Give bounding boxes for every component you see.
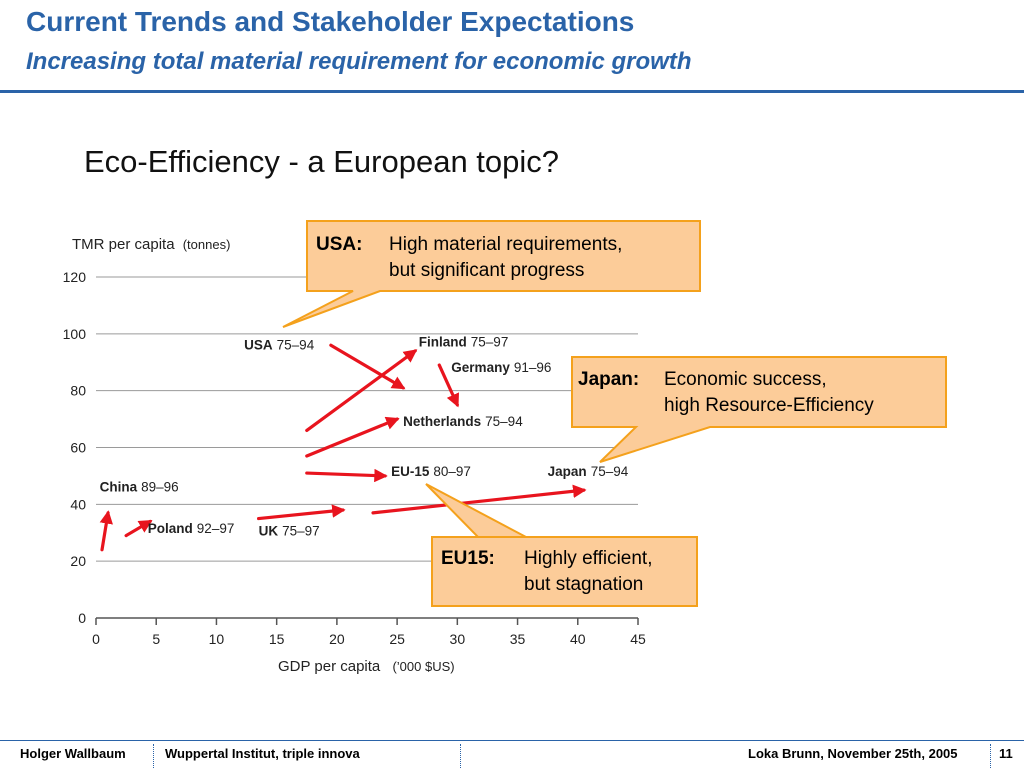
footer-author: Holger Wallbaum [20, 746, 126, 761]
callout-eu15-line2: but stagnation [524, 574, 644, 595]
x-axis-label-main: GDP per capita [278, 658, 381, 675]
slide-topic: Eco-Efficiency - a European topic? [84, 144, 560, 179]
label-uk-name: UK [259, 524, 279, 539]
label-eu-15: EU-15 80–97 [391, 464, 471, 479]
footer-divider [0, 740, 1024, 741]
arrow-finland [305, 349, 418, 433]
arrow-eu-15 [305, 468, 388, 483]
callout-usa-bubble [282, 220, 701, 328]
x-tick-label-40: 40 [570, 631, 586, 647]
y-tick-label-0: 0 [78, 610, 86, 626]
arrow-poland [124, 519, 153, 538]
callout-usa-key: USA: [316, 234, 363, 255]
callout-usa-line2: but significant progress [389, 260, 585, 281]
callout-eu15: EU15: Highly efficient, but stagnation [441, 546, 695, 602]
label-china-name: China [100, 480, 138, 495]
y-tick-label-120: 120 [63, 269, 87, 285]
arrow-uk [257, 504, 346, 521]
y-axis-label-unit: (tonnes) [183, 237, 231, 252]
footer-separator [990, 744, 991, 768]
callout-eu15-bubble [425, 483, 698, 607]
axis-layer: 0 20 40 60 80 100 120 0 5 10 15 20 25 30 35 40 45 [63, 269, 646, 647]
x-tick-label-10: 10 [209, 631, 225, 647]
arrow-japan [371, 484, 587, 515]
callout-japan-line2: high Resource-Efficiency [664, 395, 874, 416]
footer-separator [153, 744, 154, 768]
callout-japan: Japan: Economic success, high Resource-E… [578, 367, 944, 423]
footer-presenter-date: Loka Brunn, November 25th, 2005 [748, 746, 958, 761]
arrow-netherlands [305, 416, 400, 458]
x-tick-label-20: 20 [329, 631, 345, 647]
x-axis-label-unit: (’000 $US) [392, 659, 454, 674]
label-finland-period: 75–97 [471, 335, 509, 350]
label-netherlands-name: Netherlands [403, 414, 481, 429]
arrow-germany [437, 363, 460, 408]
callout-eu15-key: EU15: [441, 548, 495, 569]
label-layer: USA 75–94 Finland 75–97 Germany 91–96 Netherla… [100, 335, 629, 539]
label-uk-period: 75–97 [282, 524, 320, 539]
callout-japan-bubble [571, 356, 947, 463]
label-usa-period: 75–94 [277, 337, 315, 352]
label-usa: USA 75–94 [244, 337, 315, 352]
label-china: China 89–96 [100, 480, 179, 495]
label-finland-name: Finland [419, 335, 467, 350]
x-tick-label-35: 35 [510, 631, 526, 647]
x-tick-label-15: 15 [269, 631, 285, 647]
y-tick-label-100: 100 [63, 326, 87, 342]
x-axis-label: GDP per capita (’000 $US) [278, 658, 455, 675]
label-germany-name: Germany [451, 360, 510, 375]
label-eu-15-period: 80–97 [433, 464, 471, 479]
header-divider [0, 90, 1024, 93]
label-netherlands-period: 75–94 [485, 414, 523, 429]
label-uk: UK 75–97 [259, 524, 320, 539]
y-tick-label-40: 40 [70, 496, 86, 512]
arrow-usa [329, 343, 406, 390]
callout-eu15-line1: Highly efficient, [524, 548, 653, 569]
label-poland-name: Poland [148, 521, 193, 536]
callout-usa-line1: High material requirements, [389, 234, 623, 255]
label-eu-15-name: EU-15 [391, 464, 430, 479]
grid-layer [96, 276, 638, 562]
footer-organization: Wuppertal Institut, triple innova [165, 746, 360, 761]
label-japan-name: Japan [548, 464, 587, 479]
label-finland: Finland 75–97 [419, 335, 509, 350]
x-tick-label-45: 45 [630, 631, 646, 647]
x-tick-label-25: 25 [389, 631, 405, 647]
label-germany-period: 91–96 [514, 360, 552, 375]
label-poland: Poland 92–97 [148, 521, 235, 536]
tmr-gdp-chart: 0 20 40 60 80 100 120 0 5 10 15 20 25 30 35 40 45 USA 75–… [63, 220, 947, 675]
label-japan: Japan 75–94 [548, 464, 629, 479]
x-tick-label-5: 5 [152, 631, 160, 647]
label-germany: Germany 91–96 [451, 360, 551, 375]
footer-separator [460, 744, 461, 768]
label-netherlands: Netherlands 75–94 [403, 414, 523, 429]
label-poland-period: 92–97 [197, 521, 235, 536]
callout-japan-line1: Economic success, [664, 369, 827, 390]
slide-title: Current Trends and Stakeholder Expectati… [26, 6, 635, 37]
x-tick-label-30: 30 [450, 631, 466, 647]
y-tick-label-80: 80 [70, 383, 86, 399]
y-tick-label-60: 60 [70, 440, 86, 456]
y-tick-label-20: 20 [70, 553, 86, 569]
label-china-period: 89–96 [141, 480, 179, 495]
slide-subtitle: Increasing total material requirement fo… [26, 48, 692, 75]
y-axis-label-main: TMR per capita [72, 236, 175, 253]
label-japan-period: 75–94 [591, 464, 629, 479]
x-tick-label-0: 0 [92, 631, 100, 647]
y-axis-label: TMR per capita (tonnes) [72, 236, 230, 253]
callout-japan-key: Japan: [578, 369, 640, 390]
arrow-layer [99, 343, 587, 552]
footer-page-number: 11 [999, 746, 1013, 761]
callout-usa: USA: High material requirements, but sig… [316, 232, 696, 288]
arrow-china [99, 510, 113, 552]
label-usa-name: USA [244, 337, 273, 352]
